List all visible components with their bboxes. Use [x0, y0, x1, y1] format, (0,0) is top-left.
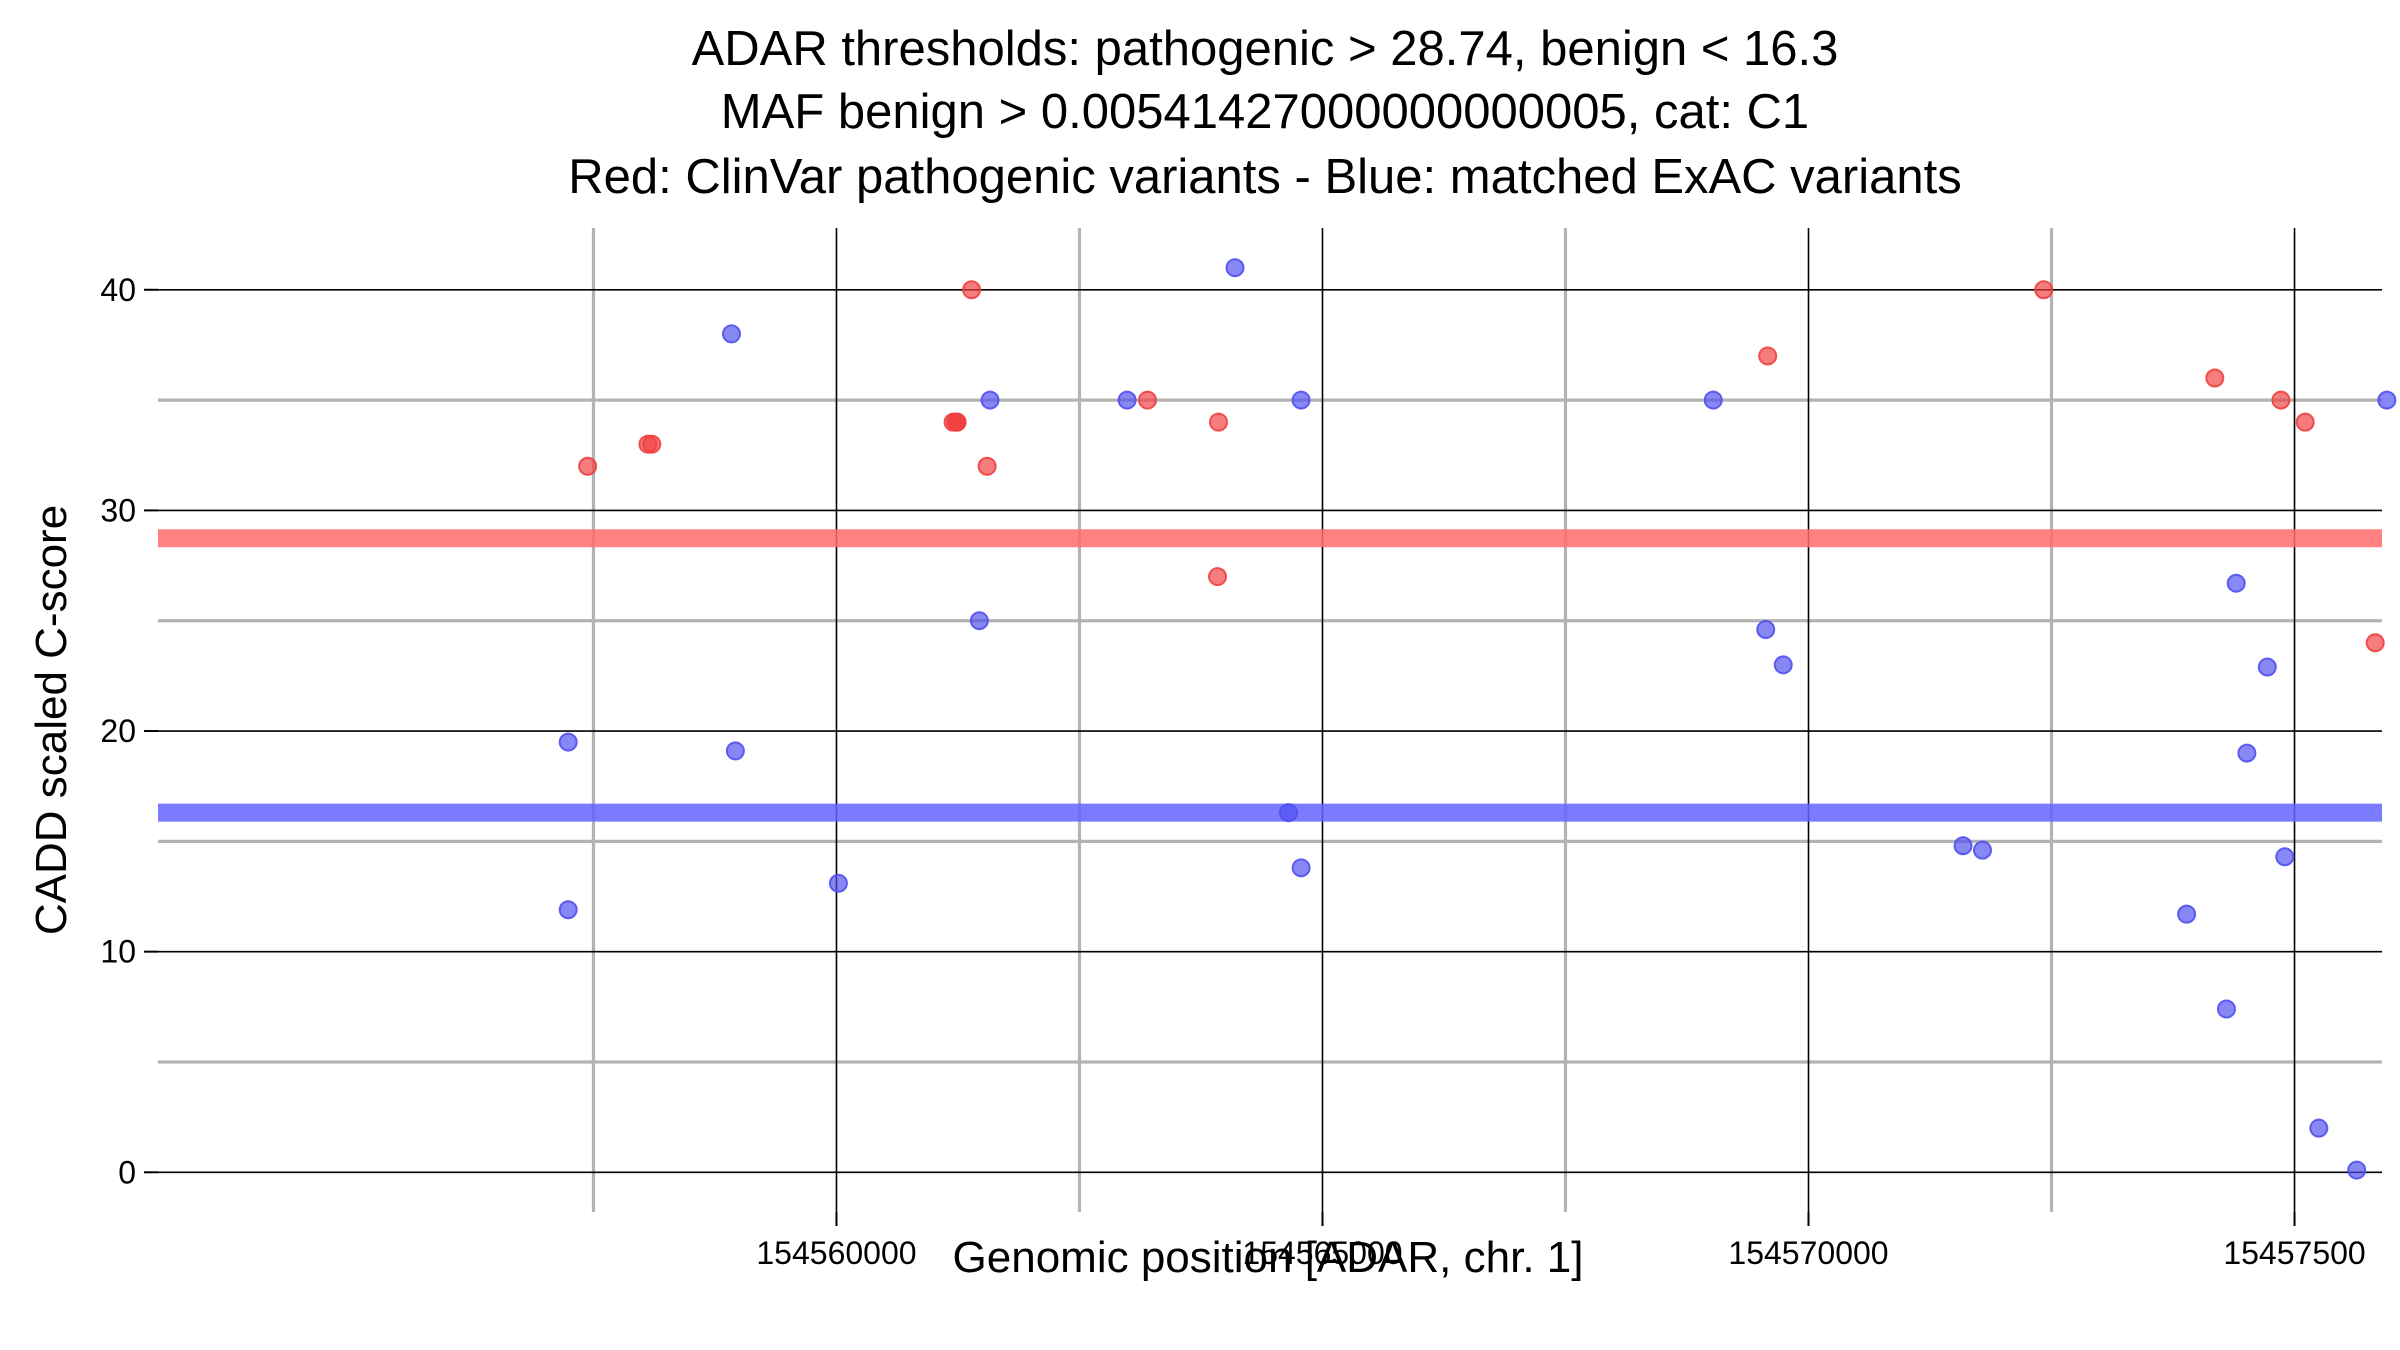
- data-point: [2034, 280, 2054, 300]
- data-point: [2205, 368, 2225, 388]
- data-point: [1225, 258, 1245, 278]
- data-point: [1773, 655, 1793, 675]
- major-gridlines: [158, 228, 2382, 1212]
- data-point: [1953, 836, 1973, 856]
- data-point: [969, 611, 989, 631]
- x-axis-title: Genomic position [ADAR, chr. 1]: [953, 1233, 1584, 1282]
- data-point: [1117, 390, 1137, 410]
- y-axis: 0 10 20 30 40: [100, 272, 158, 1190]
- data-point: [1703, 390, 1723, 410]
- data-point: [2309, 1118, 2329, 1138]
- data-point: [1138, 390, 1158, 410]
- data-point: [1278, 803, 1298, 823]
- data-point: [962, 280, 982, 300]
- data-point: [1758, 346, 1778, 366]
- title-line-1: ADAR thresholds: pathogenic > 28.74, ben…: [692, 22, 1839, 76]
- x-tick-label: 154565000: [1242, 1235, 1402, 1271]
- data-points: [558, 258, 2397, 1180]
- data-point: [2237, 743, 2257, 763]
- data-point: [1972, 840, 1992, 860]
- chart-title: ADAR thresholds: pathogenic > 28.74, ben…: [568, 22, 1962, 204]
- data-point: [2216, 999, 2236, 1019]
- title-line-3: Red: ClinVar pathogenic variants - Blue:…: [568, 150, 1962, 204]
- data-point: [1756, 620, 1776, 640]
- data-point: [1291, 390, 1311, 410]
- data-point: [578, 456, 598, 476]
- data-point: [725, 741, 745, 761]
- title-line-2: MAF benign > 0.00541427000000000005, cat…: [721, 85, 1809, 139]
- data-point: [558, 900, 578, 920]
- data-point: [2347, 1160, 2367, 1180]
- y-tick-label: 20: [100, 713, 136, 749]
- minor-gridlines: [158, 228, 2382, 1212]
- data-point: [2271, 390, 2291, 410]
- y-tick-label: 0: [118, 1154, 136, 1190]
- x-tick-label: 154570000: [1728, 1235, 1888, 1271]
- y-axis-title: CADD scaled C-score: [27, 505, 76, 935]
- data-point: [2226, 573, 2246, 593]
- x-tick-label: 15457500: [2223, 1235, 2365, 1271]
- y-tick-label: 40: [100, 272, 136, 308]
- data-point: [2257, 657, 2277, 677]
- data-point: [1208, 412, 1228, 432]
- data-point: [947, 412, 967, 432]
- data-point: [2275, 847, 2295, 867]
- threshold-lines: [158, 529, 2382, 822]
- data-point: [1291, 858, 1311, 878]
- data-point: [721, 324, 741, 344]
- data-point: [977, 456, 997, 476]
- data-point: [828, 873, 848, 893]
- data-point: [2377, 390, 2397, 410]
- data-point: [642, 434, 662, 454]
- data-point: [2177, 904, 2197, 924]
- x-tick-label: 154560000: [756, 1235, 916, 1271]
- data-point: [980, 390, 1000, 410]
- data-point: [558, 732, 578, 752]
- data-point: [2295, 412, 2315, 432]
- y-tick-label: 10: [100, 934, 136, 970]
- x-axis: 154560000 154565000 154570000 15457500: [756, 1212, 2366, 1271]
- data-point: [1208, 567, 1228, 587]
- y-tick-label: 30: [100, 492, 136, 528]
- data-point: [2365, 633, 2385, 653]
